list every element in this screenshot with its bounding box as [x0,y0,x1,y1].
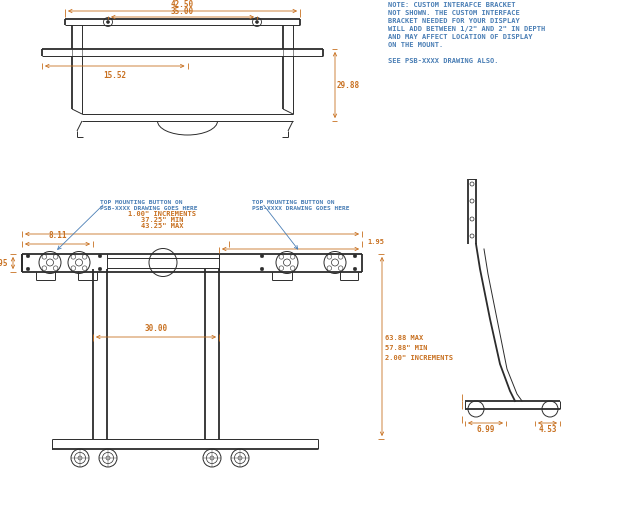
Text: 1.00" INCREMENTS: 1.00" INCREMENTS [128,211,196,216]
Text: 42.50: 42.50 [171,0,194,9]
Circle shape [256,21,259,24]
Circle shape [353,268,357,271]
Text: 2.00" INCREMENTS: 2.00" INCREMENTS [385,354,453,360]
Text: TOP MOUNTING BUTTON ON
PSB-XXXX DRAWING GOES HERE: TOP MOUNTING BUTTON ON PSB-XXXX DRAWING … [100,200,198,210]
Text: 29.88: 29.88 [337,81,360,90]
Text: NOTE: CUSTOM INTERAFCE BRACKET
NOT SHOWN. THE CUSTOM INTERFACE
BRACKET NEEDED FO: NOTE: CUSTOM INTERAFCE BRACKET NOT SHOWN… [388,2,545,64]
Circle shape [106,21,109,24]
Text: 43.25" MAX: 43.25" MAX [141,222,183,229]
Text: 1.95: 1.95 [367,239,384,244]
Text: 30.00: 30.00 [144,323,167,332]
Circle shape [353,254,357,258]
Text: TOP MOUNTING BUTTON ON
PSB-XXXX DRAWING GOES HERE: TOP MOUNTING BUTTON ON PSB-XXXX DRAWING … [252,200,350,210]
Text: 57.88" MIN: 57.88" MIN [385,344,427,350]
Circle shape [260,254,264,258]
Circle shape [98,268,102,271]
Circle shape [98,254,102,258]
Text: 15.52: 15.52 [103,71,126,80]
Circle shape [26,268,30,271]
Circle shape [26,254,30,258]
Text: 63.88 MAX: 63.88 MAX [385,334,423,340]
Circle shape [260,268,264,271]
Text: 4.53: 4.53 [538,424,557,433]
Text: 37.25" MIN: 37.25" MIN [141,216,183,222]
Text: 35.00: 35.00 [171,7,194,16]
Text: 8.95: 8.95 [0,259,8,268]
Text: 6.99: 6.99 [476,424,494,433]
Text: 8.11: 8.11 [49,231,67,240]
